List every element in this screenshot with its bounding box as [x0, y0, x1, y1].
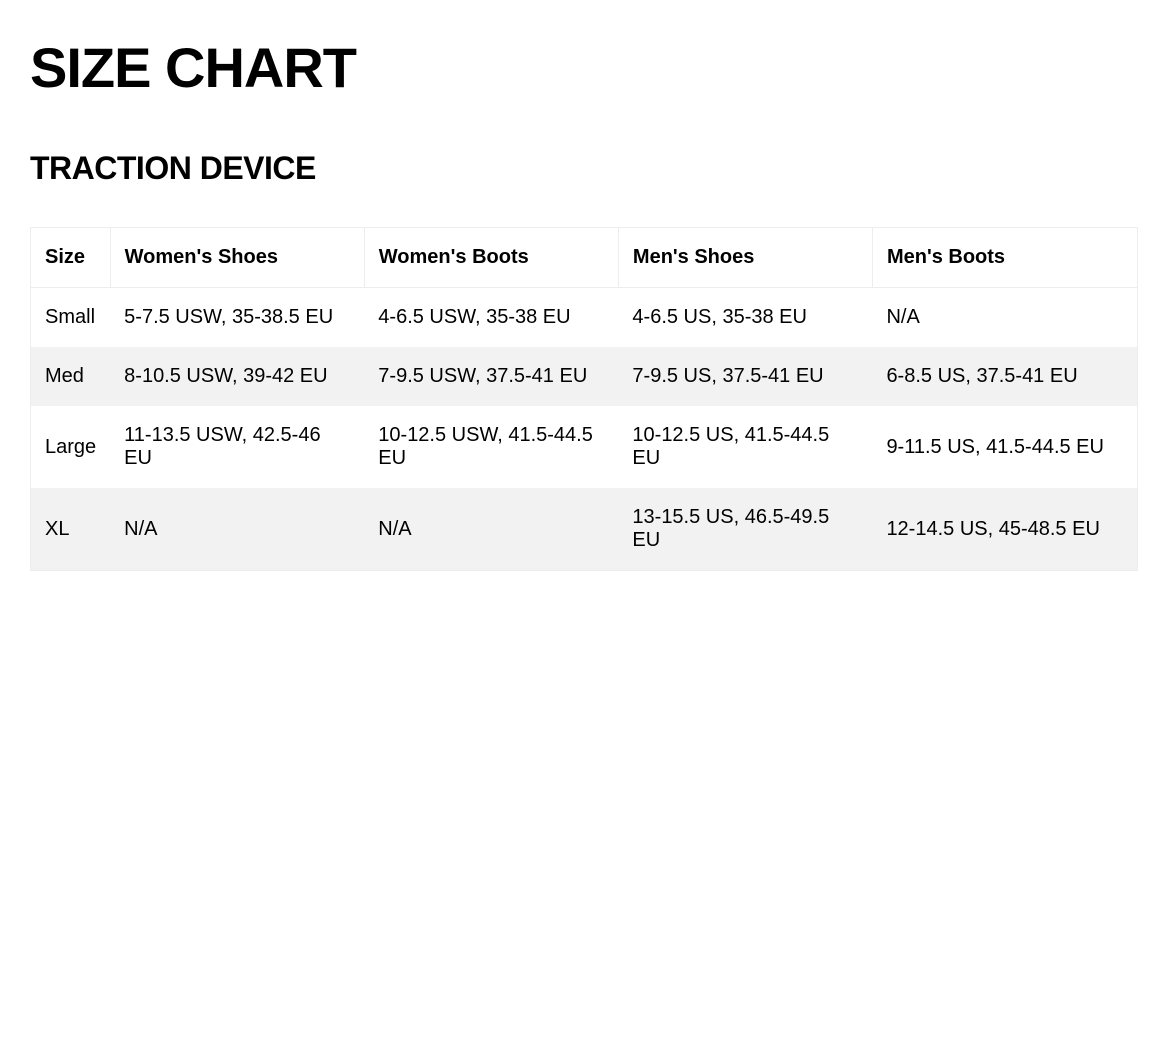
cell-mens-shoes: 10-12.5 US, 41.5-44.5 EU [618, 406, 872, 488]
cell-mens-boots: 6-8.5 US, 37.5-41 EU [872, 347, 1137, 406]
cell-womens-boots: 10-12.5 USW, 41.5-44.5 EU [364, 406, 618, 488]
col-header-mens-shoes: Men's Shoes [618, 228, 872, 288]
table-row: XL N/A N/A 13-15.5 US, 46.5-49.5 EU 12-1… [31, 488, 1138, 571]
cell-womens-shoes: 8-10.5 USW, 39-42 EU [110, 347, 364, 406]
col-header-size: Size [31, 228, 111, 288]
col-header-womens-shoes: Women's Shoes [110, 228, 364, 288]
col-header-mens-boots: Men's Boots [872, 228, 1137, 288]
cell-size: Med [31, 347, 111, 406]
section-subtitle: TRACTION DEVICE [30, 150, 1138, 187]
table-row: Med 8-10.5 USW, 39-42 EU 7-9.5 USW, 37.5… [31, 347, 1138, 406]
cell-womens-shoes: N/A [110, 488, 364, 571]
cell-womens-shoes: 5-7.5 USW, 35-38.5 EU [110, 288, 364, 348]
table-row: Small 5-7.5 USW, 35-38.5 EU 4-6.5 USW, 3… [31, 288, 1138, 348]
cell-womens-boots: 4-6.5 USW, 35-38 EU [364, 288, 618, 348]
table-row: Large 11-13.5 USW, 42.5-46 EU 10-12.5 US… [31, 406, 1138, 488]
cell-mens-shoes: 4-6.5 US, 35-38 EU [618, 288, 872, 348]
cell-mens-boots: 9-11.5 US, 41.5-44.5 EU [872, 406, 1137, 488]
page-title: SIZE CHART [30, 35, 1138, 100]
cell-womens-boots: N/A [364, 488, 618, 571]
table-header-row: Size Women's Shoes Women's Boots Men's S… [31, 228, 1138, 288]
cell-mens-shoes: 13-15.5 US, 46.5-49.5 EU [618, 488, 872, 571]
size-chart-table: Size Women's Shoes Women's Boots Men's S… [30, 227, 1138, 571]
cell-size: XL [31, 488, 111, 571]
cell-mens-boots: 12-14.5 US, 45-48.5 EU [872, 488, 1137, 571]
cell-mens-boots: N/A [872, 288, 1137, 348]
cell-womens-boots: 7-9.5 USW, 37.5-41 EU [364, 347, 618, 406]
cell-womens-shoes: 11-13.5 USW, 42.5-46 EU [110, 406, 364, 488]
cell-size: Small [31, 288, 111, 348]
col-header-womens-boots: Women's Boots [364, 228, 618, 288]
cell-size: Large [31, 406, 111, 488]
cell-mens-shoes: 7-9.5 US, 37.5-41 EU [618, 347, 872, 406]
